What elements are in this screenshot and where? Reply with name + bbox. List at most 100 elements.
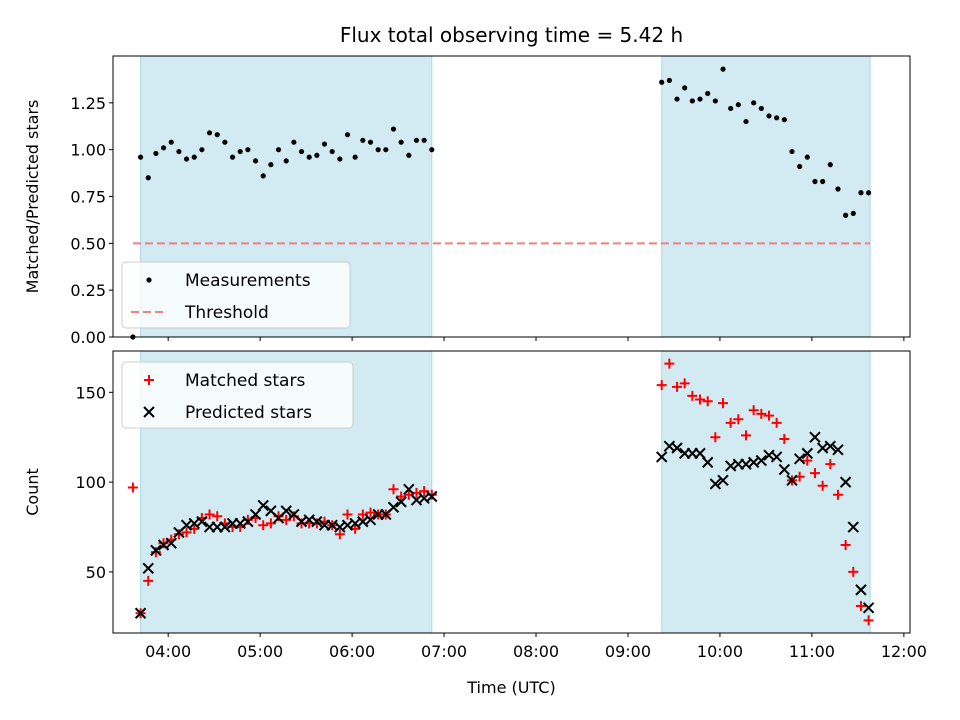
data-point <box>150 547 161 558</box>
data-point <box>862 602 875 614</box>
data-point <box>848 566 859 577</box>
data-point <box>212 511 223 522</box>
data-point <box>176 148 182 155</box>
data-point <box>809 431 821 443</box>
data-point <box>728 105 734 112</box>
data-point <box>748 405 759 416</box>
shaded-interval-2 <box>661 350 871 634</box>
data-point <box>786 474 798 487</box>
data-point <box>344 132 351 138</box>
data-point <box>127 482 138 493</box>
data-point <box>835 186 841 192</box>
legend-box <box>121 361 354 429</box>
data-point <box>173 529 184 540</box>
x-tick-label: 08:00 <box>513 642 559 661</box>
data-point <box>671 442 683 454</box>
data-point <box>687 390 698 401</box>
series-predicted-stars <box>134 431 875 619</box>
data-point <box>395 496 407 508</box>
y-tick-label: 50 <box>86 563 106 582</box>
data-point <box>679 378 690 389</box>
data-point <box>672 381 683 392</box>
data-point <box>840 539 851 550</box>
data-point <box>824 440 837 452</box>
data-point <box>666 77 672 83</box>
data-point <box>181 527 192 538</box>
data-point <box>804 154 810 160</box>
data-point <box>709 478 722 490</box>
data-point <box>705 90 711 97</box>
data-point <box>337 156 343 162</box>
data-point <box>771 417 782 428</box>
y-tick-label: 150 <box>75 383 106 402</box>
data-point <box>725 417 736 428</box>
shaded-interval-2 <box>661 55 871 338</box>
data-point <box>779 434 790 445</box>
data-point <box>774 115 780 121</box>
data-point <box>280 505 292 517</box>
data-point <box>364 514 377 526</box>
data-point <box>142 562 154 575</box>
data-point <box>291 139 297 145</box>
legend-label: Measurements <box>185 271 311 291</box>
data-point <box>839 476 852 488</box>
data-point <box>388 484 399 495</box>
data-point <box>158 538 169 549</box>
data-point <box>183 156 190 162</box>
data-point <box>855 584 867 596</box>
data-point <box>196 515 208 528</box>
data-point <box>664 358 675 369</box>
data-point <box>311 515 323 528</box>
data-point <box>191 154 197 160</box>
data-point <box>766 113 772 119</box>
data-point <box>306 154 312 160</box>
legend-box <box>121 261 351 329</box>
data-point <box>735 102 741 108</box>
data-point <box>778 463 791 476</box>
data-point <box>812 178 818 185</box>
data-point <box>733 414 744 425</box>
data-point <box>145 175 151 181</box>
data-point <box>134 607 147 619</box>
data-point <box>832 444 844 456</box>
data-point <box>763 410 774 421</box>
data-point <box>137 154 144 160</box>
data-point <box>802 455 813 466</box>
data-point <box>390 126 397 132</box>
data-point <box>258 520 269 531</box>
data-point <box>801 447 814 460</box>
data-point <box>396 491 407 502</box>
data-point <box>429 147 435 153</box>
data-point <box>298 148 305 155</box>
data-point <box>682 85 688 91</box>
data-point <box>421 137 427 143</box>
data-point <box>656 380 667 391</box>
data-point <box>751 100 757 106</box>
x-tick-label: 12:00 <box>881 642 927 661</box>
data-point <box>756 408 767 419</box>
data-point <box>743 118 749 125</box>
data-point <box>383 147 389 153</box>
y-axis-label: Count <box>23 468 42 516</box>
x-tick-label: 06:00 <box>329 642 375 661</box>
data-point <box>150 544 162 557</box>
data-point <box>789 148 795 155</box>
data-point <box>701 456 714 469</box>
data-point <box>206 130 213 136</box>
data-point <box>143 575 154 586</box>
data-point <box>360 137 366 143</box>
data-point <box>314 152 320 158</box>
data-point <box>204 509 215 520</box>
series-measurements <box>130 66 872 340</box>
data-point <box>222 139 228 145</box>
data-point <box>334 529 345 540</box>
legend-label: Predicted stars <box>185 403 312 423</box>
x-tick-label: 07:00 <box>421 642 467 661</box>
data-point <box>275 147 282 153</box>
data-point <box>252 158 259 164</box>
data-point <box>260 173 266 179</box>
data-point <box>403 483 415 496</box>
data-point <box>702 396 713 407</box>
data-point <box>257 499 269 512</box>
data-point <box>168 139 174 145</box>
